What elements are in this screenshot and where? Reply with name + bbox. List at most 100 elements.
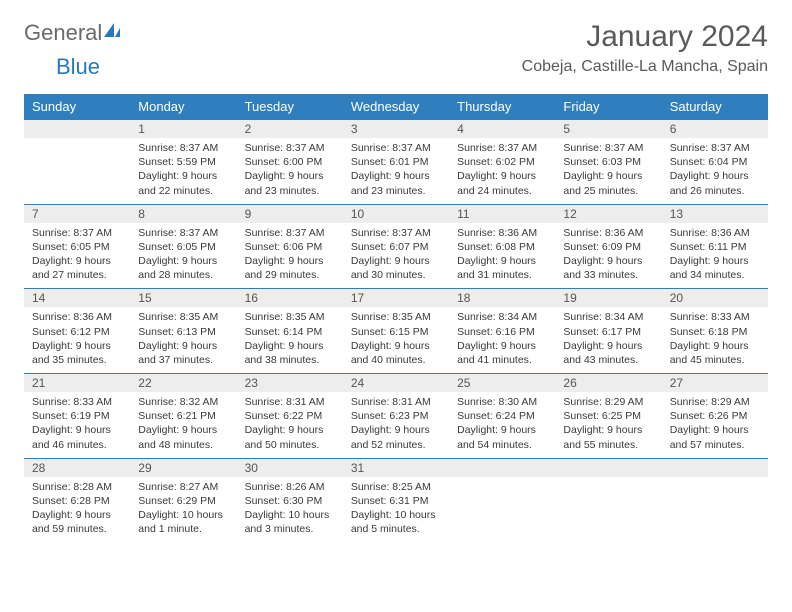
day-cell: Sunrise: 8:37 AMSunset: 6:02 PMDaylight:… bbox=[449, 138, 555, 204]
daynum-cell: 4 bbox=[449, 119, 555, 138]
day-d1: Daylight: 9 hours bbox=[245, 423, 335, 437]
day-cell: Sunrise: 8:25 AMSunset: 6:31 PMDaylight:… bbox=[343, 477, 449, 543]
day-content: Sunrise: 8:34 AMSunset: 6:17 PMDaylight:… bbox=[555, 307, 661, 373]
day-cell: Sunrise: 8:34 AMSunset: 6:16 PMDaylight:… bbox=[449, 307, 555, 373]
day-number: 20 bbox=[662, 288, 768, 307]
day-content: Sunrise: 8:27 AMSunset: 6:29 PMDaylight:… bbox=[130, 477, 236, 543]
day-ss: Sunset: 6:13 PM bbox=[138, 325, 228, 339]
day-sr: Sunrise: 8:29 AM bbox=[670, 395, 760, 409]
day-number: 12 bbox=[555, 204, 661, 223]
day-number: 11 bbox=[449, 204, 555, 223]
daynum-row: 78910111213 bbox=[24, 204, 768, 223]
day-sr: Sunrise: 8:31 AM bbox=[351, 395, 441, 409]
day-d2: and 35 minutes. bbox=[32, 353, 122, 367]
day-sr: Sunrise: 8:31 AM bbox=[245, 395, 335, 409]
day-d1: Daylight: 9 hours bbox=[457, 254, 547, 268]
day-sr: Sunrise: 8:37 AM bbox=[351, 226, 441, 240]
day-ss: Sunset: 6:01 PM bbox=[351, 155, 441, 169]
day-ss: Sunset: 6:19 PM bbox=[32, 409, 122, 423]
daynum-cell: 28 bbox=[24, 458, 130, 477]
day-content: Sunrise: 8:37 AMSunset: 6:01 PMDaylight:… bbox=[343, 138, 449, 204]
day-cell: Sunrise: 8:36 AMSunset: 6:12 PMDaylight:… bbox=[24, 307, 130, 373]
daynum-cell: 29 bbox=[130, 458, 236, 477]
daynum-cell: 30 bbox=[237, 458, 343, 477]
day-d2: and 50 minutes. bbox=[245, 438, 335, 452]
daynum-row: 123456 bbox=[24, 119, 768, 138]
day-d2: and 55 minutes. bbox=[563, 438, 653, 452]
day-number: 3 bbox=[343, 119, 449, 138]
day-sr: Sunrise: 8:27 AM bbox=[138, 480, 228, 494]
logo-word-blue: Blue bbox=[56, 54, 100, 79]
day-d2: and 30 minutes. bbox=[351, 268, 441, 282]
day-content: Sunrise: 8:25 AMSunset: 6:31 PMDaylight:… bbox=[343, 477, 449, 543]
day-number: 18 bbox=[449, 288, 555, 307]
day-ss: Sunset: 6:07 PM bbox=[351, 240, 441, 254]
month-title: January 2024 bbox=[522, 20, 768, 54]
day-cell: Sunrise: 8:31 AMSunset: 6:22 PMDaylight:… bbox=[237, 392, 343, 458]
day-sr: Sunrise: 8:37 AM bbox=[138, 141, 228, 155]
daynum-cell: 7 bbox=[24, 204, 130, 223]
day-content: Sunrise: 8:37 AMSunset: 6:02 PMDaylight:… bbox=[449, 138, 555, 204]
day-cell: Sunrise: 8:37 AMSunset: 6:01 PMDaylight:… bbox=[343, 138, 449, 204]
day-ss: Sunset: 6:31 PM bbox=[351, 494, 441, 508]
day-sr: Sunrise: 8:36 AM bbox=[670, 226, 760, 240]
day-sr: Sunrise: 8:25 AM bbox=[351, 480, 441, 494]
daynum-cell: 22 bbox=[130, 373, 236, 392]
day-cell: Sunrise: 8:37 AMSunset: 6:00 PMDaylight:… bbox=[237, 138, 343, 204]
day-d2: and 38 minutes. bbox=[245, 353, 335, 367]
day-sr: Sunrise: 8:28 AM bbox=[32, 480, 122, 494]
day-content: Sunrise: 8:37 AMSunset: 6:04 PMDaylight:… bbox=[662, 138, 768, 204]
day-d1: Daylight: 9 hours bbox=[138, 339, 228, 353]
day-content: Sunrise: 8:37 AMSunset: 6:03 PMDaylight:… bbox=[555, 138, 661, 204]
day-content: Sunrise: 8:36 AMSunset: 6:12 PMDaylight:… bbox=[24, 307, 130, 373]
daynum-cell: 11 bbox=[449, 204, 555, 223]
day-ss: Sunset: 6:16 PM bbox=[457, 325, 547, 339]
day-d2: and 5 minutes. bbox=[351, 522, 441, 536]
day-content: Sunrise: 8:32 AMSunset: 6:21 PMDaylight:… bbox=[130, 392, 236, 458]
daynum-cell: 3 bbox=[343, 119, 449, 138]
daynum-cell bbox=[24, 119, 130, 138]
day-ss: Sunset: 6:14 PM bbox=[245, 325, 335, 339]
title-block: January 2024 Cobeja, Castille-La Mancha,… bbox=[522, 20, 768, 76]
day-cell: Sunrise: 8:27 AMSunset: 6:29 PMDaylight:… bbox=[130, 477, 236, 543]
day-number: 28 bbox=[24, 458, 130, 477]
day-content: Sunrise: 8:33 AMSunset: 6:19 PMDaylight:… bbox=[24, 392, 130, 458]
daynum-cell: 27 bbox=[662, 373, 768, 392]
daynum-cell: 25 bbox=[449, 373, 555, 392]
day-d2: and 40 minutes. bbox=[351, 353, 441, 367]
daynum-cell: 8 bbox=[130, 204, 236, 223]
day-content: Sunrise: 8:34 AMSunset: 6:16 PMDaylight:… bbox=[449, 307, 555, 373]
day-ss: Sunset: 6:28 PM bbox=[32, 494, 122, 508]
day-cell: Sunrise: 8:36 AMSunset: 6:11 PMDaylight:… bbox=[662, 223, 768, 289]
day-d1: Daylight: 9 hours bbox=[32, 423, 122, 437]
day-d1: Daylight: 9 hours bbox=[32, 508, 122, 522]
day-number: 25 bbox=[449, 373, 555, 392]
day-number: 15 bbox=[130, 288, 236, 307]
weekday-header: Sunday bbox=[24, 94, 130, 119]
day-d1: Daylight: 9 hours bbox=[670, 169, 760, 183]
day-content: Sunrise: 8:36 AMSunset: 6:08 PMDaylight:… bbox=[449, 223, 555, 289]
weekday-header-row: Sunday Monday Tuesday Wednesday Thursday… bbox=[24, 94, 768, 119]
day-d1: Daylight: 9 hours bbox=[670, 423, 760, 437]
day-d1: Daylight: 9 hours bbox=[563, 169, 653, 183]
logo-word-general: General bbox=[24, 20, 102, 46]
daynum-row: 14151617181920 bbox=[24, 288, 768, 307]
day-ss: Sunset: 6:09 PM bbox=[563, 240, 653, 254]
daynum-cell: 24 bbox=[343, 373, 449, 392]
day-ss: Sunset: 6:29 PM bbox=[138, 494, 228, 508]
day-number: 4 bbox=[449, 119, 555, 138]
day-sr: Sunrise: 8:33 AM bbox=[670, 310, 760, 324]
daynum-cell: 9 bbox=[237, 204, 343, 223]
day-sr: Sunrise: 8:37 AM bbox=[32, 226, 122, 240]
day-ss: Sunset: 6:11 PM bbox=[670, 240, 760, 254]
weekday-header: Wednesday bbox=[343, 94, 449, 119]
day-cell: Sunrise: 8:31 AMSunset: 6:23 PMDaylight:… bbox=[343, 392, 449, 458]
week-content-row: Sunrise: 8:33 AMSunset: 6:19 PMDaylight:… bbox=[24, 392, 768, 458]
day-number: 5 bbox=[555, 119, 661, 138]
day-ss: Sunset: 6:02 PM bbox=[457, 155, 547, 169]
day-d1: Daylight: 9 hours bbox=[351, 254, 441, 268]
day-d1: Daylight: 9 hours bbox=[138, 254, 228, 268]
day-cell: Sunrise: 8:37 AMSunset: 6:05 PMDaylight:… bbox=[130, 223, 236, 289]
day-content bbox=[24, 138, 130, 161]
day-cell: Sunrise: 8:29 AMSunset: 6:26 PMDaylight:… bbox=[662, 392, 768, 458]
